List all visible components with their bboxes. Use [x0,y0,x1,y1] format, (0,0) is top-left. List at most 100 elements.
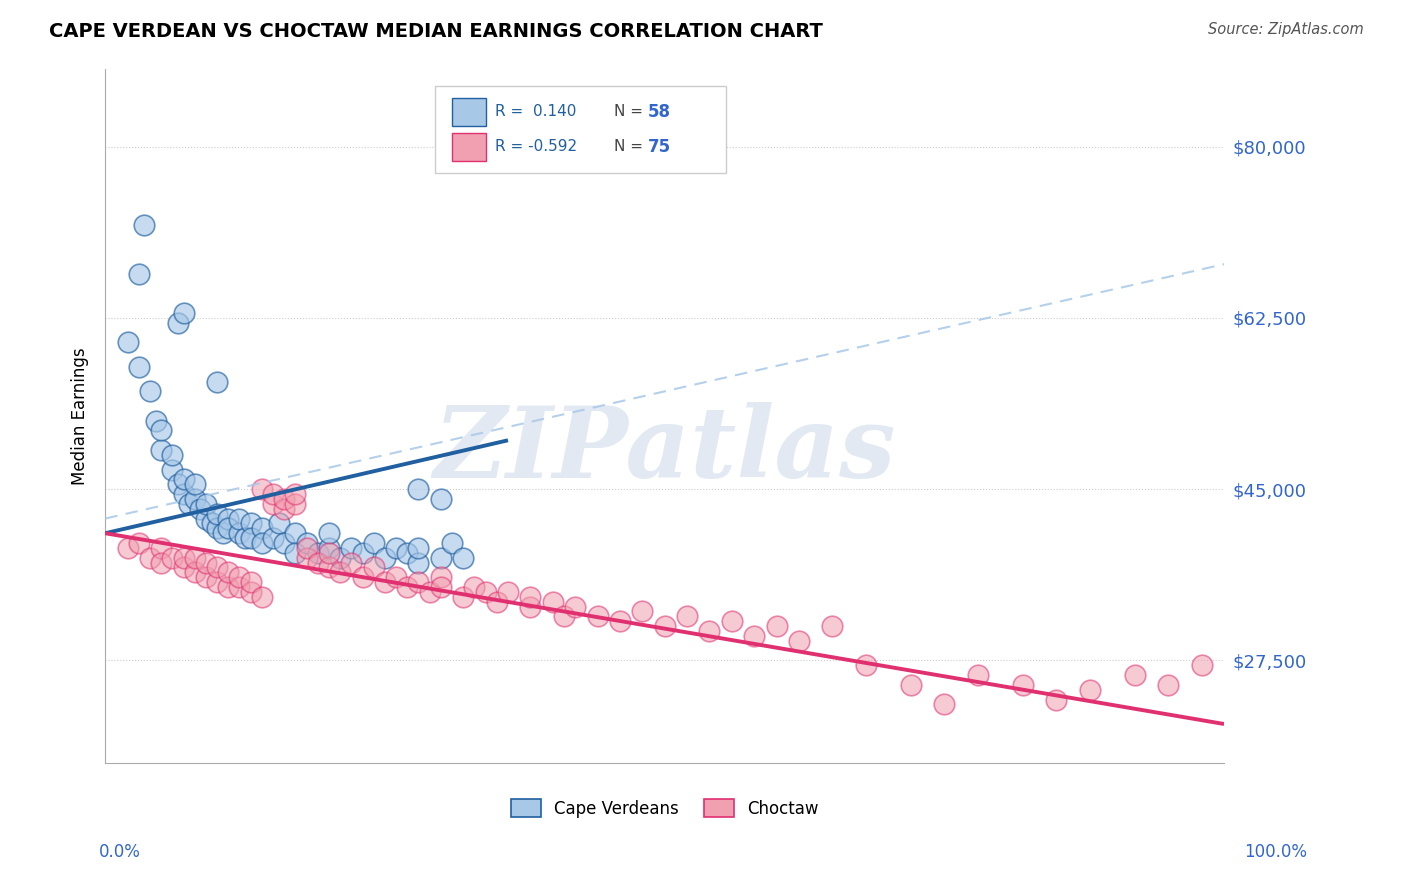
Point [150,443,173,458]
Point [408,556,430,570]
Point [352,546,374,560]
Point [183,566,205,580]
Point [284,526,307,541]
Point [150,424,173,438]
Point [385,541,408,555]
Point [228,570,250,584]
Point [117,335,139,350]
Point [318,526,340,541]
Point [318,541,340,555]
Y-axis label: Median Earnings: Median Earnings [72,347,89,484]
Point [609,614,631,628]
Point [967,668,990,682]
Point [374,575,396,590]
Point [173,560,195,574]
Point [284,546,307,560]
Point [541,595,564,609]
Text: N =: N = [614,104,648,120]
Point [167,316,190,330]
Point [430,580,453,594]
Point [228,580,250,594]
Point [250,590,273,604]
Point [385,570,408,584]
Point [239,575,262,590]
Point [173,306,195,320]
Point [205,575,228,590]
Text: N =: N = [614,139,648,154]
Point [162,462,184,476]
Point [284,497,307,511]
Point [194,497,217,511]
Point [1123,668,1146,682]
Point [134,218,156,232]
FancyBboxPatch shape [453,98,485,126]
Point [699,624,721,638]
Point [307,556,329,570]
Point [720,614,742,628]
Point [408,482,430,496]
Point [430,550,453,565]
Point [183,491,205,506]
Point [1191,658,1213,673]
Point [150,541,173,555]
Point [228,511,250,525]
Point [352,570,374,584]
Point [217,511,239,525]
Point [183,477,205,491]
Text: 100.0%: 100.0% [1244,843,1308,861]
Point [307,546,329,560]
Point [408,575,430,590]
Point [205,507,228,521]
Point [217,521,239,535]
Text: CAPE VERDEAN VS CHOCTAW MEDIAN EARNINGS CORRELATION CHART: CAPE VERDEAN VS CHOCTAW MEDIAN EARNINGS … [49,22,823,41]
Point [233,531,256,545]
Point [463,580,485,594]
Point [228,526,250,541]
FancyBboxPatch shape [453,133,485,161]
Point [485,595,508,609]
Point [496,585,519,599]
Point [430,570,453,584]
Point [787,633,810,648]
Point [145,414,167,428]
Point [205,375,228,389]
Point [211,526,233,541]
Point [855,658,877,673]
Point [1078,682,1101,697]
Point [295,536,318,550]
Point [374,550,396,565]
Point [284,487,307,501]
Point [183,550,205,565]
Point [329,566,352,580]
Point [318,560,340,574]
Text: 75: 75 [648,138,671,156]
Point [934,698,956,712]
Point [139,550,162,565]
Point [295,550,318,565]
Point [239,516,262,531]
Point [451,590,474,604]
Point [250,536,273,550]
Point [396,580,419,594]
Text: R =  0.140: R = 0.140 [495,104,576,120]
Point [205,521,228,535]
Point [1045,692,1067,706]
Point [128,536,150,550]
Point [250,482,273,496]
Point [194,556,217,570]
Point [262,487,284,501]
Point [273,491,295,506]
Point [340,541,363,555]
Point [363,536,385,550]
Point [451,550,474,565]
Point [188,501,211,516]
Text: 58: 58 [648,103,671,120]
Point [250,521,273,535]
Point [150,556,173,570]
Point [631,605,654,619]
Point [430,491,453,506]
Point [396,546,419,560]
Point [273,501,295,516]
Point [1157,678,1180,692]
Point [267,516,290,531]
